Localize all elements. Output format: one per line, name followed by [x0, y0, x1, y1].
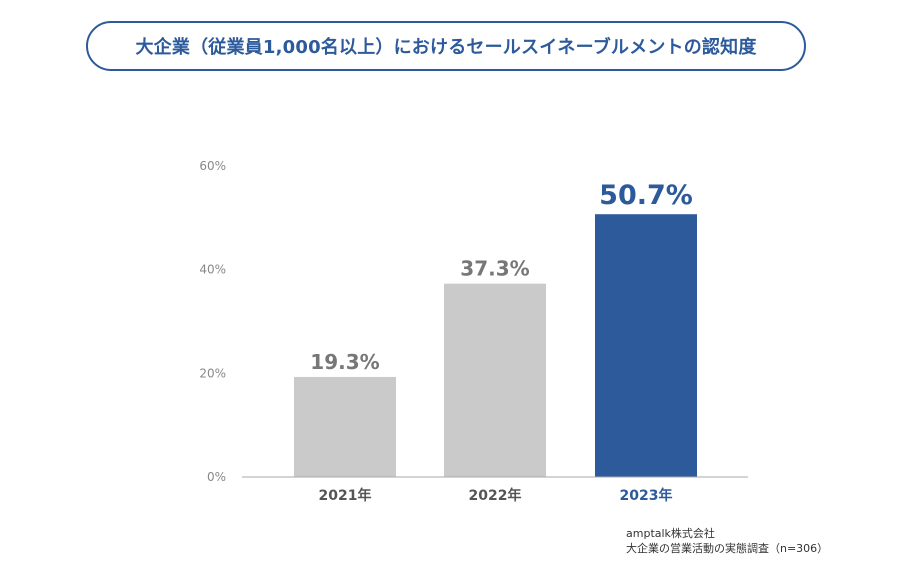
data-label: 19.3%: [310, 350, 379, 374]
chart-title: 大企業（従業員1,000名以上）におけるセールスイネーブルメントの認知度: [135, 37, 757, 58]
source-line-2: 大企業の営業活動の実態調査（n=306）: [626, 542, 829, 555]
chart-title-box: 大企業（従業員1,000名以上）におけるセールスイネーブルメントの認知度: [86, 21, 806, 71]
source-note: amptalk株式会社 大企業の営業活動の実態調査（n=306）: [626, 526, 828, 556]
bar: [595, 214, 697, 477]
y-tick-label: 60%: [199, 159, 226, 173]
source-line-1: amptalk株式会社: [626, 527, 715, 540]
x-tick-label: 2023年: [620, 487, 673, 504]
x-tick-label: 2021年: [319, 487, 372, 504]
x-tick-label: 2022年: [469, 487, 522, 504]
data-label: 50.7%: [599, 180, 693, 211]
data-label: 37.3%: [460, 257, 529, 281]
bar: [294, 376, 396, 477]
y-tick-label: 0%: [207, 470, 226, 484]
y-tick-label: 20%: [199, 366, 226, 380]
y-tick-label: 40%: [199, 263, 226, 277]
bar: [444, 283, 546, 477]
